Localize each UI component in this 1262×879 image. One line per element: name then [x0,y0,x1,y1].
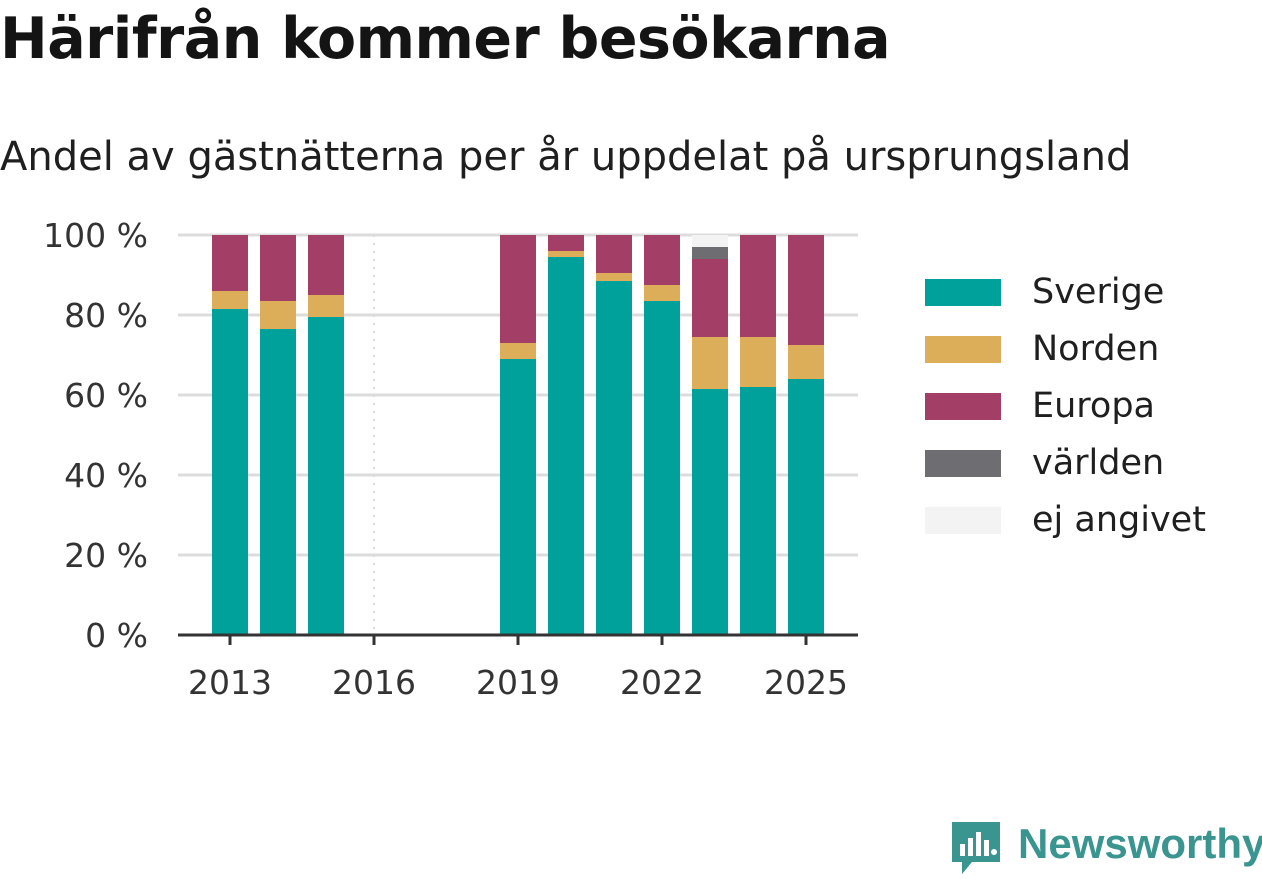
bar-segment [740,387,776,635]
bar-segment [212,291,248,309]
y-tick-label: 0 % [85,616,148,655]
x-tick-label: 2013 [188,663,272,702]
legend-label: Sverige [1032,272,1165,312]
bar-segment [692,337,728,389]
bar-segment [644,285,680,301]
bar-segment [260,329,296,635]
x-tick-label: 2019 [476,663,560,702]
bar-segment [788,235,824,345]
legend-label: Europa [1032,386,1155,426]
y-tick-label: 40 % [64,456,148,495]
bar-segment [308,317,344,635]
bar-segment [308,235,344,295]
bar-segment [596,273,632,281]
legend-item: Sverige [925,270,1255,327]
bar-segment [740,235,776,337]
bar-segment [548,257,584,635]
brand-name: Newsworthy [1018,820,1262,867]
bar-segment [212,235,248,291]
y-tick-label: 100 % [43,216,148,255]
bars [212,235,824,635]
legend-label: ej angivet [1032,500,1206,540]
chart-subtitle: Andel av gästnätterna per år uppdelat på… [0,134,1132,180]
legend-swatch [925,336,1001,363]
x-tick-label: 2016 [332,663,416,702]
bar-segment [548,235,584,251]
bar-segment [548,251,584,257]
bar-segment [500,343,536,359]
bar-segment [740,337,776,387]
legend-swatch [925,279,1001,306]
chart-legend: Sverige Norden Europa världen ej angivet [925,270,1255,555]
y-tick-label: 80 % [64,296,148,335]
legend-swatch [925,393,1001,420]
bar-segment [596,235,632,273]
y-tick-label: 20 % [64,536,148,575]
legend-item: ej angivet [925,498,1255,555]
bar-segment [692,247,728,259]
chart-title: Härifrån kommer besökarna [0,6,891,72]
bar-segment [596,281,632,635]
bar-segment [644,235,680,285]
newsworthy-logo-icon [952,822,1000,874]
bar-segment [644,301,680,635]
legend-item: Norden [925,327,1255,384]
legend-label: Norden [1032,329,1160,369]
bar-segment [788,345,824,379]
legend-item: Europa [925,384,1255,441]
newsworthy-brand: Newsworthy [950,818,1262,878]
axes: 0 % 20 % 40 % 60 % 80 % 100 % 2013 2016 2019 2022… [43,216,858,702]
bar-segment [260,235,296,301]
x-tick-label: 2022 [620,663,704,702]
legend-swatch [925,507,1001,534]
bar-segment [308,295,344,317]
bar-segment [212,309,248,635]
bar-segment [260,301,296,329]
x-tick-label: 2025 [764,663,848,702]
y-tick-label: 60 % [64,376,148,415]
legend-item: världen [925,441,1255,498]
legend-label: världen [1032,443,1165,483]
bar-segment [500,235,536,343]
legend-swatch [925,450,1001,477]
bar-segment [788,379,824,635]
bar-segment [692,389,728,635]
bar-segment [500,359,536,635]
bar-segment [692,235,728,247]
bar-segment [692,259,728,337]
